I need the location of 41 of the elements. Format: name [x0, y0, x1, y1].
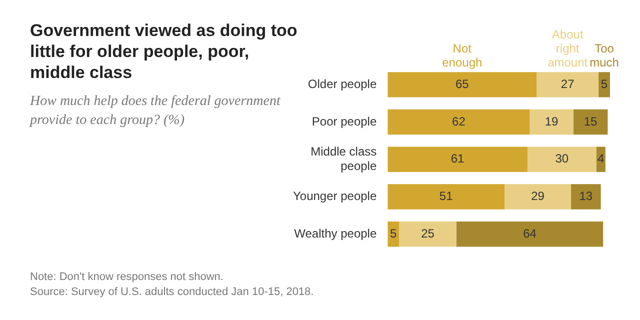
bar [388, 184, 505, 210]
bar [536, 72, 599, 98]
y-tick-label: Wealthy people [294, 226, 377, 240]
y-tick-label: Younger people [292, 189, 377, 204]
data-label: 30 [555, 152, 569, 166]
series-label: About right amount [548, 28, 588, 70]
bar [388, 109, 530, 135]
text: Note: Don't know responses not shown. [30, 270, 224, 285]
bar [388, 72, 537, 98]
data-label: 27 [560, 76, 575, 91]
source-note: Source: Survey of U.S. adults conducted Jan 10-15, 2018. [30, 285, 314, 300]
bar [573, 109, 608, 135]
bar [456, 222, 604, 247]
data-label: 62 [452, 114, 466, 128]
bar [530, 109, 574, 135]
y-tick-label: Poor people [312, 114, 377, 128]
text: How much help does the federal government provide to each group? (%) [30, 93, 282, 130]
data-label: 51 [439, 189, 454, 204]
data-label: 5 [390, 226, 398, 240]
series-label: Not enough [442, 42, 482, 70]
y-tick-label: Middle class people [310, 144, 377, 173]
data-label: 4 [597, 152, 604, 166]
bar [388, 146, 528, 172]
data-label: 29 [531, 189, 545, 204]
data-label: 61 [450, 152, 465, 166]
data-label: 5 [600, 76, 608, 91]
bar [527, 146, 596, 172]
series-label: Too much [590, 42, 619, 70]
bar [596, 146, 606, 172]
data-label: 19 [544, 114, 559, 128]
bar [504, 184, 572, 210]
y-tick-label: Older people [308, 76, 377, 91]
data-label: 25 [421, 226, 435, 240]
bar [399, 222, 456, 247]
text: Government viewed as doing too little for older people, poor, middle class [30, 20, 298, 83]
data-label: 15 [584, 114, 598, 128]
data-label: 13 [579, 189, 593, 204]
bar [598, 72, 610, 98]
bar [571, 184, 601, 210]
data-label: 65 [455, 76, 470, 91]
data-label: 64 [523, 226, 537, 240]
